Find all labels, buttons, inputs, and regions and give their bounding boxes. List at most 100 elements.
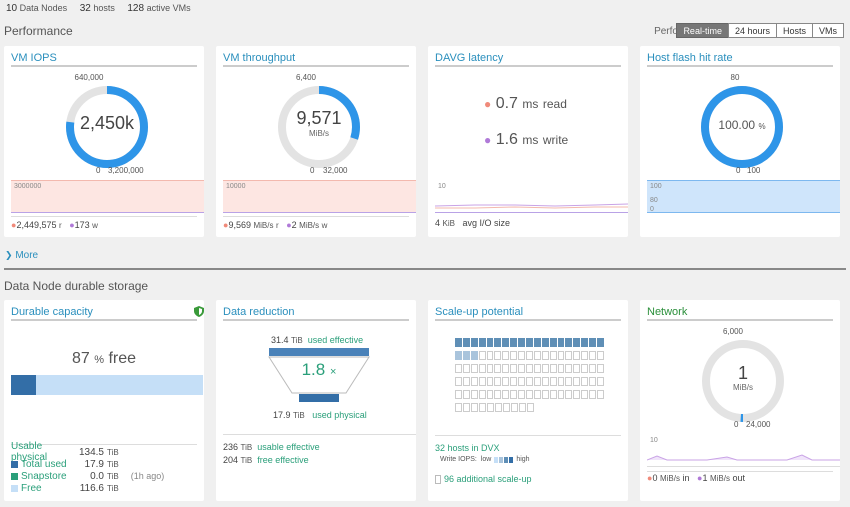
hosts-button[interactable]: Hosts	[775, 23, 813, 38]
host-cell	[470, 338, 478, 347]
more-link[interactable]: ❯ More	[5, 250, 39, 261]
host-grid-row	[455, 364, 605, 373]
network-footer: ●0 MiB/s in ●1 MiB/s out	[647, 473, 746, 483]
vm-iops-value: 2,450k	[79, 113, 135, 133]
host-cell	[565, 338, 573, 347]
reduction-usable-effective: 236 TiB usable effective	[223, 442, 320, 452]
davg-spark-label: 10	[438, 183, 446, 190]
host-cell	[557, 377, 565, 386]
free-swatch	[11, 484, 18, 492]
realtime-button[interactable]: Real-time	[676, 23, 729, 38]
flash-hit-title[interactable]: Host flash hit rate	[647, 52, 833, 67]
flash-hit-spark-top: 100	[650, 183, 662, 190]
read-dot-icon: ●	[11, 220, 17, 230]
flash-hit-max: 100	[747, 166, 761, 175]
network-title[interactable]: Network	[647, 306, 833, 321]
host-cell	[502, 377, 510, 386]
host-cell	[581, 377, 589, 386]
scaleup-hosts: 32 hosts in DVX	[435, 443, 500, 453]
host-cell	[589, 364, 597, 373]
host-cell	[479, 403, 486, 412]
performance-range-toggle: Real-time 24 hours Hosts VMs	[676, 23, 844, 38]
host-grid-row	[455, 338, 605, 347]
flash-hit-sparkline	[647, 180, 840, 213]
host-cell	[565, 351, 573, 360]
host-cell	[533, 364, 541, 373]
davg-latency-title[interactable]: DAVG latency	[435, 52, 621, 67]
durable-capacity-title[interactable]: Durable capacity	[11, 306, 197, 321]
host-cell	[597, 338, 604, 347]
reduction-footer-divider	[223, 434, 416, 435]
vm-throughput-max: 32,000	[323, 166, 348, 175]
host-grid-row	[455, 403, 605, 412]
host-cell	[527, 403, 534, 412]
host-cell	[470, 351, 478, 360]
host-cell	[502, 338, 510, 347]
reduction-free-effective: 204 TiB free effective	[223, 455, 309, 465]
host-cell	[503, 403, 510, 412]
host-cell	[463, 403, 470, 412]
scaleup-footer-divider	[435, 435, 621, 436]
vm-throughput-gauge	[278, 86, 360, 168]
stat-data-nodes: 10 Data Nodes	[6, 3, 68, 14]
reduction-used-physical: 17.9 TiB used physical	[273, 410, 367, 420]
vm-throughput-gauge-fill	[278, 86, 360, 168]
host-cell	[494, 351, 502, 360]
vm-iops-title[interactable]: VM IOPS	[11, 52, 197, 67]
24-hours-button[interactable]: 24 hours	[727, 23, 777, 38]
host-cell	[494, 377, 502, 386]
vm-throughput-title[interactable]: VM throughput	[223, 52, 409, 67]
vm-throughput-sparkline	[223, 180, 416, 213]
host-cell	[462, 390, 470, 399]
host-cell	[455, 377, 462, 386]
flash-hit-spark-mid: 80	[650, 197, 658, 204]
host-cell	[533, 390, 541, 399]
host-cell	[511, 403, 518, 412]
scaleup-write-iops: Write IOPS: low high	[440, 456, 530, 463]
host-cell	[455, 351, 462, 360]
total-used-swatch	[11, 460, 18, 468]
host-cell	[581, 338, 589, 347]
vm-iops-max: 3,200,000	[108, 166, 144, 175]
snapstore-swatch	[11, 472, 18, 480]
host-cell	[597, 364, 604, 373]
flash-hit-card: Host flash hit rate 80 100.00 % 0 100 10…	[640, 46, 840, 237]
host-cell	[549, 364, 557, 373]
host-cell	[533, 338, 541, 347]
host-cell	[565, 377, 573, 386]
network-card: Network 6,000 1 MiB/s 0 24,000 10 ●0 MiB…	[640, 300, 840, 501]
host-cell	[486, 364, 494, 373]
network-value: 1	[737, 363, 748, 383]
data-reduction-title[interactable]: Data reduction	[223, 306, 409, 321]
host-cell	[470, 390, 478, 399]
vm-throughput-spark-label: 10000	[226, 183, 246, 190]
vm-throughput-top-label: 6,400	[295, 73, 317, 82]
write-dot-icon: ●	[69, 220, 75, 230]
performance-title: Performance	[4, 24, 73, 38]
vm-throughput-min: 0	[310, 166, 315, 175]
data-reduction-card: Data reduction 31.4 TiB used effective 1…	[216, 300, 416, 501]
network-gauge	[702, 340, 784, 422]
host-cell	[518, 364, 526, 373]
vm-iops-spark-label: 3000000	[14, 183, 42, 190]
stat-active-vms: 128 active VMs	[127, 3, 191, 14]
davg-sparkline	[434, 180, 629, 213]
host-cell	[471, 403, 478, 412]
host-cell	[478, 364, 486, 373]
capacity-bar	[11, 375, 203, 395]
scaleup-additional: 96 additional scale-up	[435, 474, 532, 484]
host-grid-row	[455, 351, 605, 360]
vm-iops-gauge	[66, 86, 148, 168]
host-cell	[510, 351, 518, 360]
host-cell	[541, 351, 549, 360]
flash-hit-spark-bot: 0	[650, 206, 654, 213]
total-used-row: Total used 17.9 TiB	[11, 458, 171, 470]
scaleup-title[interactable]: Scale-up potential	[435, 306, 621, 321]
host-cell	[573, 338, 581, 347]
host-cell	[486, 390, 494, 399]
vms-button[interactable]: VMs	[812, 23, 844, 38]
host-cell	[526, 351, 533, 360]
free-row: Free 116.6 TiB	[11, 482, 171, 494]
top-stats: 10 Data Nodes 32 hosts 128 active VMs	[6, 3, 201, 14]
scaleup-card: Scale-up potential 32 hosts in DVX Write…	[428, 300, 628, 501]
